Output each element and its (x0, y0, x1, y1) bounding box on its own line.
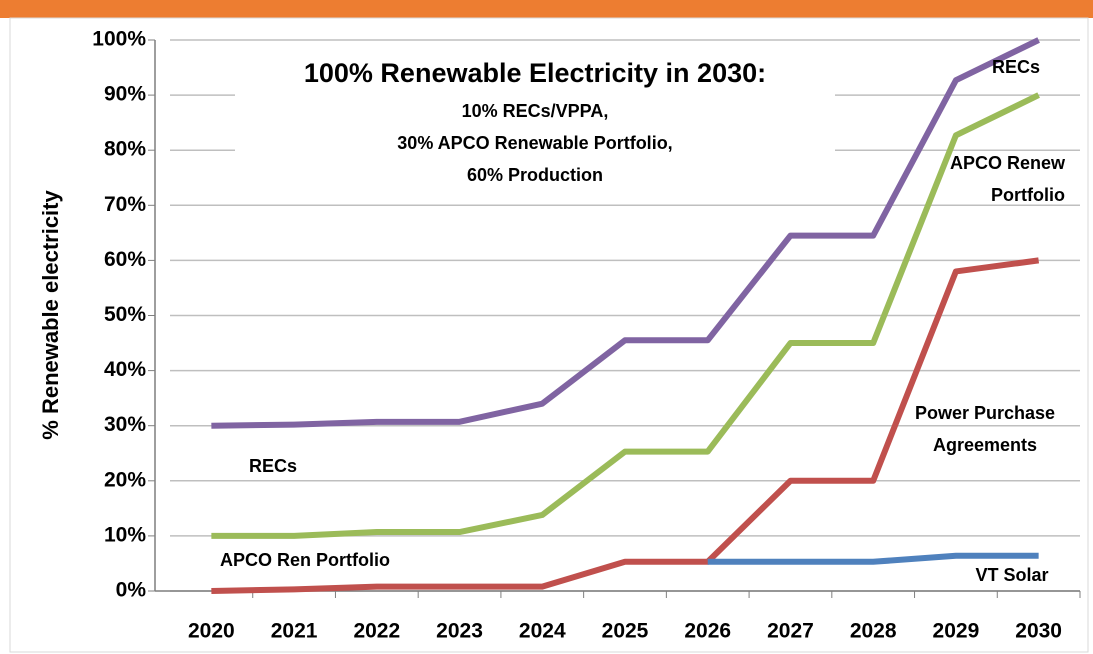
series-line (211, 37, 1040, 429)
subtitle: 10% RECs/VPPA, (462, 101, 609, 121)
x-tick-label: 2028 (850, 620, 897, 643)
y-tick-label: 40% (104, 358, 146, 381)
frame (9, 17, 1089, 653)
y-tick-label: 30% (104, 413, 146, 436)
x-tick-label: 2020 (188, 620, 235, 643)
title-box (235, 55, 835, 195)
subtitle: 60% Production (467, 165, 603, 185)
series-label: Power Purchase (915, 403, 1055, 423)
x-tick-label: 2024 (519, 620, 566, 643)
x-tick-label: 2027 (767, 620, 814, 643)
x-tick-label: 2029 (933, 620, 980, 643)
y-tick-label: 0% (116, 579, 147, 602)
y-tick-label: 70% (104, 193, 146, 216)
annotation: APCO Ren Portfolio (220, 550, 390, 570)
y-tick-label: 90% (104, 83, 146, 106)
series-label: RECs (992, 57, 1040, 77)
series-label: VT Solar (975, 565, 1048, 585)
x-tick-label: 2026 (684, 620, 731, 643)
series-line (211, 257, 1040, 594)
series-line (707, 552, 1039, 565)
chart-title: 100% Renewable Electricity in 2030: (304, 58, 766, 88)
y-tick-label: 50% (104, 303, 146, 326)
series-label: Agreements (933, 435, 1037, 455)
subtitle: 30% APCO Renewable Portfolio, (397, 133, 672, 153)
series-line (211, 92, 1040, 539)
x-tick-label: 2025 (602, 620, 649, 643)
y-tick-label: 80% (104, 138, 146, 161)
y-tick-label: 20% (104, 468, 146, 491)
x-tick-label: 2021 (271, 620, 318, 643)
y-tick-label: 10% (104, 523, 146, 546)
y-axis-label: % Renewable electricity (38, 190, 63, 440)
series-label: Portfolio (991, 185, 1065, 205)
x-tick-label: 2023 (436, 620, 483, 643)
series-label: APCO Renew (950, 153, 1066, 173)
y-tick-label: 100% (92, 28, 146, 51)
annotation: RECs (249, 456, 297, 476)
top-bar (0, 0, 1093, 18)
x-tick-label: 2030 (1015, 620, 1062, 643)
y-tick-label: 60% (104, 248, 146, 271)
x-tick-label: 2022 (353, 620, 400, 643)
